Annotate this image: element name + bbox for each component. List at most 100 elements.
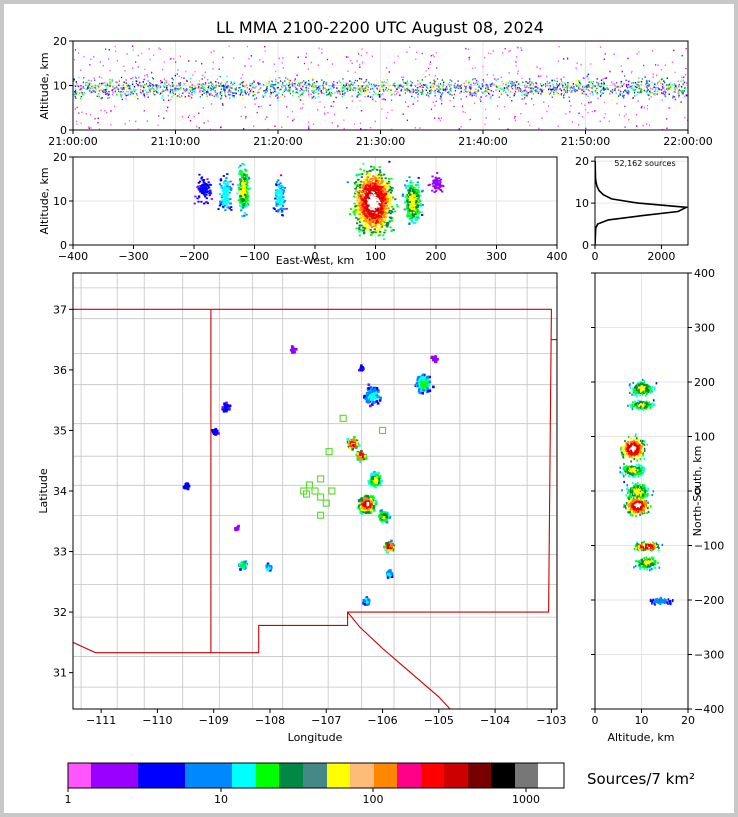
source-point	[590, 101, 592, 103]
source-point	[457, 85, 460, 87]
source-point	[84, 93, 86, 95]
source-point	[585, 86, 588, 89]
source-point	[538, 91, 540, 93]
source-point	[244, 91, 246, 94]
source-point	[292, 94, 294, 97]
source-point	[235, 88, 237, 90]
source-point	[208, 89, 211, 91]
source-point	[587, 84, 589, 86]
source-point	[465, 86, 467, 88]
source-point	[203, 122, 205, 124]
source-point	[599, 85, 601, 88]
source-point	[265, 91, 267, 94]
source-point	[303, 80, 305, 82]
source-point	[179, 84, 181, 87]
source-point	[107, 94, 109, 96]
source-point	[612, 83, 614, 85]
source-point	[279, 77, 281, 79]
source-point	[218, 68, 220, 70]
source-point	[147, 80, 149, 82]
source-point	[169, 85, 171, 87]
source-pixel	[245, 203, 248, 206]
source-point	[668, 93, 670, 95]
source-point	[111, 93, 114, 96]
source-point	[330, 82, 333, 84]
source-point	[80, 95, 82, 98]
source-point	[129, 88, 132, 91]
source-pixel	[246, 197, 249, 199]
source-point	[269, 104, 271, 106]
source-point	[159, 85, 162, 88]
time-height-sources	[73, 45, 688, 130]
source-point	[435, 88, 438, 90]
source-point	[665, 87, 668, 90]
source-point	[233, 57, 235, 59]
source-point	[469, 87, 471, 89]
source-point	[281, 85, 283, 88]
source-point	[206, 95, 208, 97]
source-point	[339, 90, 341, 93]
source-point	[616, 82, 618, 84]
source-point	[436, 85, 438, 87]
source-point	[400, 88, 403, 91]
source-pixel	[226, 201, 229, 203]
source-point	[224, 85, 226, 87]
source-pixel	[239, 185, 242, 187]
source-point	[619, 94, 621, 96]
source-point	[166, 88, 168, 90]
source-point	[459, 92, 461, 94]
source-point	[451, 94, 453, 96]
source-point	[603, 117, 605, 119]
source-point	[578, 80, 580, 82]
source-point	[359, 122, 362, 124]
source-point	[333, 92, 335, 95]
source-point	[351, 62, 353, 64]
source-point	[77, 93, 79, 96]
source-pixel	[208, 186, 211, 189]
source-point	[652, 73, 654, 75]
source-point	[79, 97, 82, 100]
source-point	[590, 63, 592, 65]
source-point	[285, 77, 287, 79]
source-point	[108, 85, 110, 87]
source-point	[289, 89, 291, 91]
source-point	[277, 99, 279, 101]
source-point	[364, 96, 366, 98]
source-pixel	[226, 185, 229, 188]
source-point	[558, 83, 561, 85]
source-point	[410, 91, 412, 93]
source-point	[90, 114, 92, 116]
source-point	[197, 83, 199, 85]
source-point	[611, 99, 613, 101]
source-pixel	[239, 164, 242, 167]
source-point	[291, 110, 294, 113]
source-point	[630, 87, 632, 90]
source-point	[530, 82, 532, 84]
source-point	[573, 89, 575, 91]
source-point	[536, 86, 538, 88]
source-point	[359, 88, 361, 90]
source-point	[588, 81, 590, 83]
source-point	[188, 89, 190, 91]
source-point	[566, 89, 569, 92]
source-pixel	[201, 179, 204, 182]
source-point	[627, 93, 629, 95]
source-point	[240, 89, 242, 91]
source-pixel	[241, 194, 245, 197]
source-point	[74, 90, 76, 93]
source-point	[267, 128, 269, 130]
source-point	[682, 83, 684, 85]
source-point	[671, 84, 673, 86]
source-point	[596, 87, 598, 89]
source-point	[588, 84, 590, 86]
source-point	[126, 83, 128, 86]
source-point	[227, 85, 229, 87]
source-point	[252, 86, 254, 89]
source-point	[332, 87, 334, 89]
source-point	[324, 113, 326, 115]
source-point	[467, 89, 470, 92]
source-point	[216, 92, 218, 95]
source-point	[347, 70, 349, 72]
source-pixel	[238, 179, 241, 182]
source-point	[636, 83, 638, 85]
